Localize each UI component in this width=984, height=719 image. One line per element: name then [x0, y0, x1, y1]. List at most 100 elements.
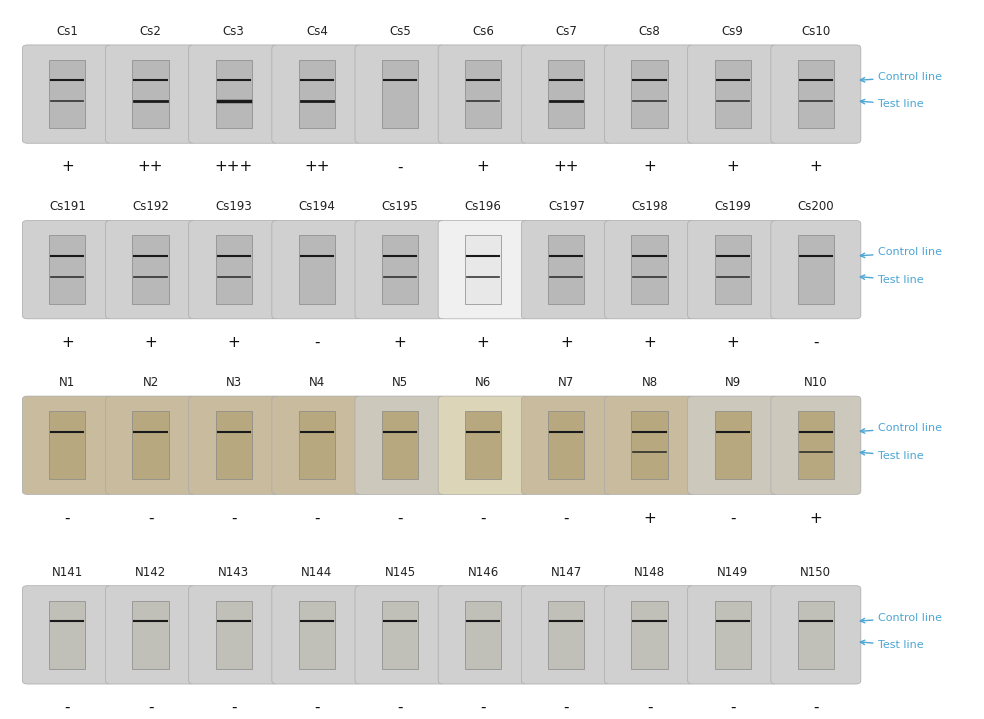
Text: -: -	[564, 700, 569, 715]
Text: +: +	[61, 335, 74, 350]
FancyBboxPatch shape	[770, 221, 861, 319]
Bar	[133, 60, 168, 128]
FancyBboxPatch shape	[23, 586, 112, 684]
Bar	[632, 411, 667, 480]
Text: +: +	[477, 335, 490, 350]
Text: N6: N6	[475, 376, 491, 389]
FancyBboxPatch shape	[272, 45, 362, 143]
FancyBboxPatch shape	[105, 221, 196, 319]
Text: -: -	[148, 510, 154, 526]
FancyBboxPatch shape	[272, 221, 362, 319]
Text: Cs195: Cs195	[382, 201, 418, 214]
FancyBboxPatch shape	[438, 396, 528, 495]
Bar	[798, 60, 833, 128]
FancyBboxPatch shape	[189, 45, 278, 143]
Text: N149: N149	[717, 566, 748, 579]
Text: -: -	[398, 160, 402, 175]
Bar	[382, 60, 418, 128]
Bar	[714, 60, 751, 128]
Bar	[133, 235, 168, 304]
FancyBboxPatch shape	[438, 45, 528, 143]
Bar	[382, 411, 418, 480]
Text: Cs3: Cs3	[222, 25, 245, 38]
Text: +: +	[726, 335, 739, 350]
Text: N147: N147	[551, 566, 582, 579]
Text: N145: N145	[385, 566, 415, 579]
Text: Cs7: Cs7	[555, 25, 578, 38]
Bar	[49, 600, 86, 669]
Text: N146: N146	[467, 566, 499, 579]
Text: N148: N148	[634, 566, 665, 579]
Text: N142: N142	[135, 566, 166, 579]
Text: -: -	[398, 700, 402, 715]
Bar	[382, 600, 418, 669]
Text: N2: N2	[143, 376, 158, 389]
FancyBboxPatch shape	[604, 586, 695, 684]
Text: +: +	[144, 335, 156, 350]
Text: Cs199: Cs199	[714, 201, 751, 214]
Bar	[632, 60, 667, 128]
FancyBboxPatch shape	[688, 45, 777, 143]
Bar	[49, 235, 86, 304]
Text: N8: N8	[642, 376, 657, 389]
FancyBboxPatch shape	[522, 45, 611, 143]
Text: Cs9: Cs9	[721, 25, 744, 38]
Text: Cs196: Cs196	[464, 201, 502, 214]
Text: Cs8: Cs8	[639, 25, 660, 38]
FancyBboxPatch shape	[522, 396, 611, 495]
Bar	[49, 411, 86, 480]
FancyBboxPatch shape	[23, 221, 112, 319]
Text: Cs6: Cs6	[472, 25, 494, 38]
Bar	[548, 600, 584, 669]
Text: -: -	[398, 510, 402, 526]
Bar	[465, 235, 501, 304]
Bar	[714, 235, 751, 304]
Text: +: +	[644, 510, 656, 526]
Text: -: -	[480, 510, 486, 526]
Text: -: -	[646, 700, 652, 715]
Text: Cs191: Cs191	[49, 201, 86, 214]
Text: Control line: Control line	[860, 72, 943, 82]
Text: -: -	[65, 700, 70, 715]
Bar	[133, 600, 168, 669]
FancyBboxPatch shape	[189, 396, 278, 495]
Text: +++: +++	[215, 160, 253, 175]
Text: N143: N143	[218, 566, 249, 579]
Text: -: -	[231, 700, 236, 715]
Text: N144: N144	[301, 566, 333, 579]
FancyBboxPatch shape	[105, 45, 196, 143]
Bar	[714, 600, 751, 669]
Text: -: -	[314, 510, 320, 526]
Text: -: -	[564, 510, 569, 526]
Text: Control line: Control line	[860, 423, 943, 434]
Text: -: -	[314, 335, 320, 350]
Text: -: -	[813, 700, 819, 715]
Text: Cs200: Cs200	[798, 201, 834, 214]
Bar	[382, 235, 418, 304]
Text: N5: N5	[392, 376, 408, 389]
Text: ++: ++	[554, 160, 580, 175]
Text: Cs5: Cs5	[389, 25, 411, 38]
Bar	[215, 235, 252, 304]
Bar	[632, 600, 667, 669]
Text: +: +	[560, 335, 573, 350]
Bar	[465, 60, 501, 128]
Text: -: -	[231, 510, 236, 526]
Text: +: +	[644, 160, 656, 175]
Text: Test line: Test line	[860, 99, 924, 109]
FancyBboxPatch shape	[355, 586, 445, 684]
FancyBboxPatch shape	[438, 221, 528, 319]
FancyBboxPatch shape	[272, 396, 362, 495]
Bar	[548, 411, 584, 480]
Bar	[49, 60, 86, 128]
Text: -: -	[730, 700, 735, 715]
Bar	[299, 411, 335, 480]
FancyBboxPatch shape	[604, 45, 695, 143]
Bar	[299, 60, 335, 128]
Text: -: -	[813, 335, 819, 350]
Text: +: +	[477, 160, 490, 175]
Bar	[299, 235, 335, 304]
Text: +: +	[644, 335, 656, 350]
Bar	[215, 411, 252, 480]
Text: Cs197: Cs197	[548, 201, 584, 214]
